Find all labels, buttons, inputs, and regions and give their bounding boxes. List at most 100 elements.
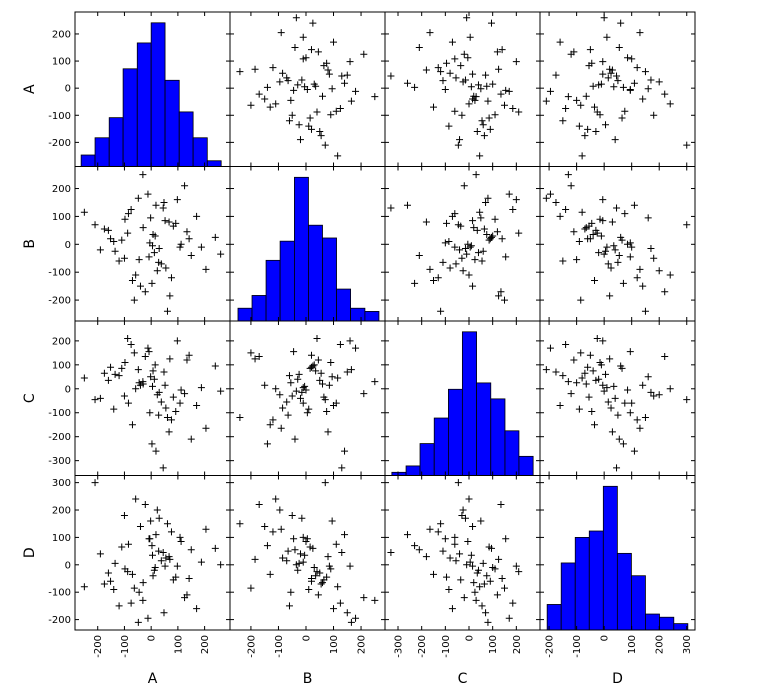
point [589, 367, 597, 375]
point [276, 391, 284, 399]
point [552, 368, 560, 376]
cell-frame [539, 475, 696, 631]
point [91, 221, 99, 229]
point [284, 77, 292, 85]
point [298, 514, 306, 522]
point [152, 531, 160, 539]
point [466, 558, 474, 566]
point [471, 96, 479, 104]
point [155, 514, 163, 522]
point [144, 344, 152, 352]
point [284, 547, 292, 555]
point [332, 107, 340, 115]
point [150, 375, 158, 383]
point [434, 528, 442, 536]
point [600, 387, 608, 395]
point [307, 575, 315, 582]
point [299, 55, 307, 63]
point [371, 596, 379, 604]
point [327, 111, 335, 119]
point [483, 82, 491, 90]
cell [539, 320, 696, 476]
point [546, 190, 554, 198]
point [299, 33, 307, 41]
point [341, 79, 349, 87]
point [121, 215, 129, 223]
point [582, 380, 590, 388]
point [581, 225, 589, 233]
point [470, 224, 478, 232]
point [159, 204, 167, 212]
point [276, 506, 284, 514]
point [328, 85, 336, 93]
point [466, 33, 474, 41]
hist-bar [659, 616, 675, 631]
point [166, 555, 174, 563]
point [459, 506, 467, 514]
point [613, 204, 621, 212]
point [321, 141, 329, 149]
point [299, 558, 307, 566]
point [471, 256, 479, 264]
x-tick-label: 200 [357, 635, 368, 654]
point [135, 588, 143, 596]
point [497, 288, 505, 296]
point [96, 246, 104, 254]
point [291, 546, 299, 554]
point [346, 562, 354, 570]
point [124, 568, 132, 576]
hist-bar [206, 160, 222, 167]
point [584, 363, 592, 371]
point [633, 64, 641, 72]
point [151, 361, 159, 369]
point [478, 117, 486, 125]
point [607, 69, 615, 77]
point [291, 44, 299, 52]
point [497, 501, 505, 509]
point [310, 80, 318, 88]
point [172, 573, 180, 581]
point [307, 46, 315, 54]
point [471, 588, 479, 596]
point [597, 80, 605, 88]
point [515, 229, 523, 237]
point [163, 520, 171, 528]
point [193, 212, 201, 220]
point [610, 242, 618, 250]
point [445, 585, 453, 593]
y-axis-label: B [22, 239, 38, 249]
point [269, 64, 277, 72]
y-tick-label: 200 [52, 336, 71, 347]
point [261, 522, 269, 530]
point [314, 48, 322, 56]
point [501, 296, 509, 304]
point [263, 542, 271, 550]
point [476, 208, 484, 216]
point [130, 296, 138, 304]
point [151, 232, 159, 240]
point [482, 198, 490, 206]
point [498, 575, 506, 582]
point [639, 282, 647, 290]
y-tick-label: 100 [52, 533, 71, 544]
hist-bar [122, 68, 138, 167]
point [149, 572, 157, 580]
point [501, 584, 509, 592]
point [127, 205, 135, 213]
point [115, 602, 123, 610]
point [169, 393, 177, 401]
point [613, 72, 621, 80]
point [614, 77, 622, 85]
point [615, 435, 623, 443]
point [430, 277, 438, 285]
point [493, 228, 501, 236]
point [461, 76, 469, 84]
point [619, 279, 627, 287]
point [149, 551, 156, 559]
point [415, 44, 423, 52]
point [347, 366, 355, 374]
point [666, 385, 674, 393]
point [185, 235, 193, 243]
cell [229, 320, 386, 476]
point [661, 288, 669, 296]
